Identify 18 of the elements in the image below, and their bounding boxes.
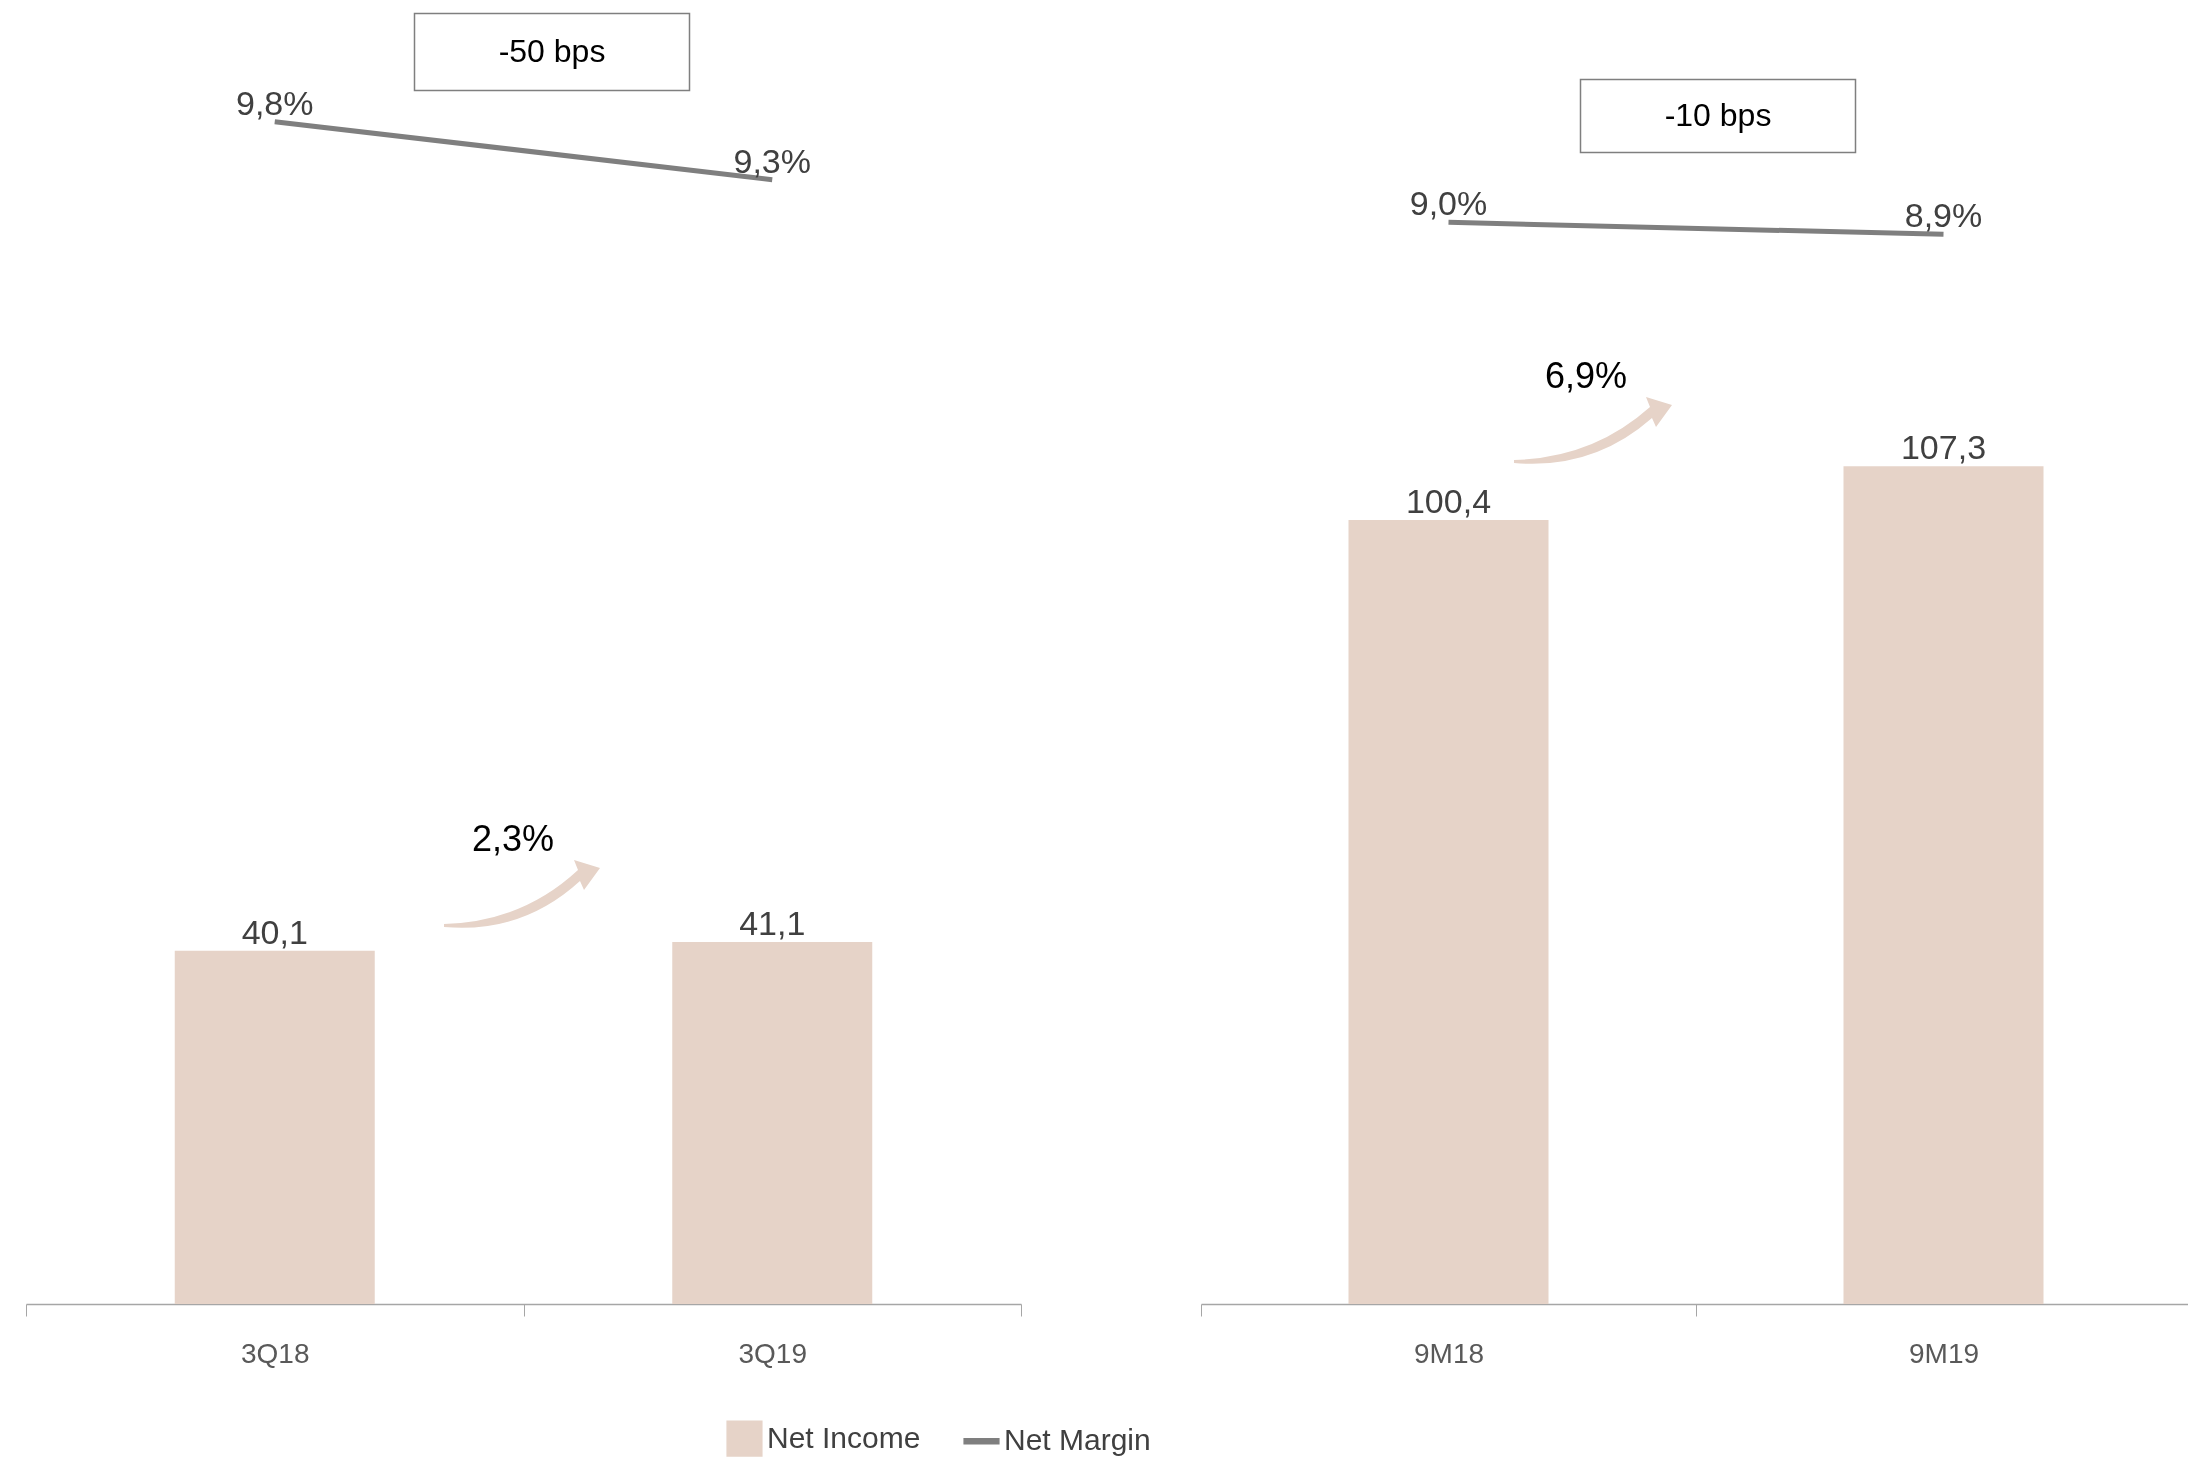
- legend-label: Net Margin: [1004, 1423, 1151, 1457]
- annotation: -50 bps: [498, 33, 606, 69]
- legend-label: Net Income: [767, 1420, 921, 1454]
- x-tick-label: 3Q19: [738, 1337, 807, 1369]
- data-label: 107,3: [1900, 428, 1987, 467]
- x-tick-label: 3Q18: [241, 1337, 310, 1369]
- x-tick-label: 9M18: [1413, 1337, 1485, 1369]
- annotation: 2,3%: [471, 818, 555, 859]
- data-label: 9,8%: [236, 83, 314, 122]
- data-label: 40,1: [241, 912, 308, 951]
- data-label: 9,3%: [733, 141, 811, 180]
- data-label: 41,1: [739, 903, 806, 942]
- annotation: 6,9%: [1544, 355, 1628, 396]
- x-tick-label: 9M19: [1908, 1337, 1980, 1369]
- data-label: 8,9%: [1904, 196, 1983, 235]
- data-label: 100,4: [1405, 482, 1492, 521]
- data-label: 9,0%: [1409, 184, 1488, 223]
- annotation: -10 bps: [1664, 97, 1772, 133]
